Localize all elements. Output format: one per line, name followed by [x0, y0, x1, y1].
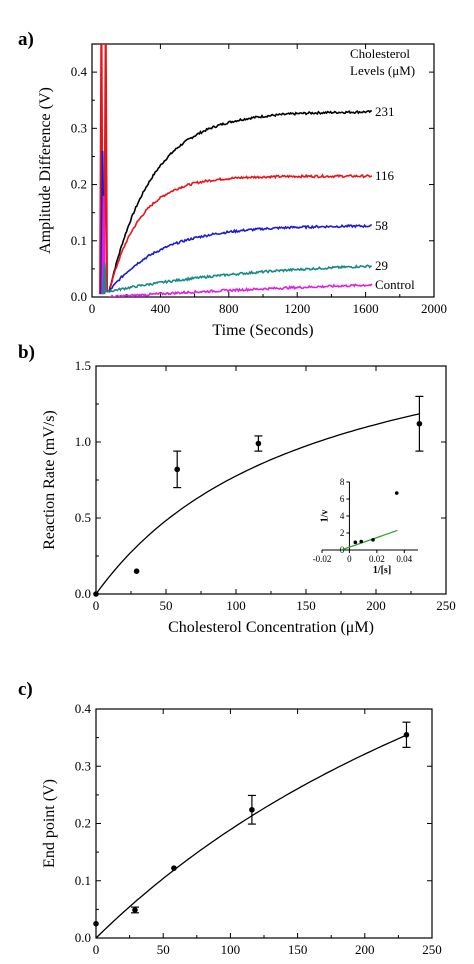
plot-frame [95, 365, 447, 595]
series-label-116: 116 [375, 168, 395, 183]
x-tick-label: 200 [355, 942, 375, 957]
y-axis-label: Amplitude Difference (V) [37, 87, 54, 254]
data-point-3 [174, 466, 180, 473]
x-tick-label: 1200 [284, 301, 310, 316]
series-label-58: 58 [375, 218, 388, 233]
data-point-5 [416, 420, 423, 427]
panel-letter: b) [18, 342, 35, 363]
x-tick-label: 200 [366, 598, 386, 613]
inset-fit-line [341, 529, 398, 551]
series-label-control: Control [375, 277, 415, 292]
inset-y-tick-label: 6 [340, 494, 345, 504]
inset-y-tick-label: 4 [340, 511, 345, 521]
panel-1: 0 400 800 1200 1600 2000 0.0 0.1 0.2 0.3 0.4 Time (… [18, 29, 447, 339]
x-tick-label: 100 [226, 598, 246, 613]
x-tick-label: 0 [89, 301, 96, 316]
series-lines [99, 44, 373, 297]
y-tick-label: 0.0 [71, 289, 87, 304]
inset-x-tick-label: 0.02 [369, 554, 385, 564]
inset-y-label: 1/v [319, 510, 330, 523]
x-tick-label: 400 [151, 301, 171, 316]
series-line-control [108, 283, 373, 297]
panel-2: 0 50 100 150 200 250 0.0 0.5 1.0 1.5 Cholesterol C… [18, 342, 456, 636]
y-axis-label: End point (V) [41, 779, 58, 868]
data-point-1 [93, 591, 99, 597]
y-tick-label: 0.4 [71, 64, 88, 79]
x-tick-label: 100 [221, 942, 241, 957]
panel-3: 0501001502002500.00.10.20.30.4Concentrat… [18, 679, 442, 964]
x-tick-label: 800 [219, 301, 239, 316]
injection-spike [102, 263, 110, 295]
y-tick-label: 0.1 [71, 233, 87, 248]
x-tick-label: 250 [436, 598, 456, 613]
x-tick-label: 50 [160, 598, 173, 613]
y-tick-label: 0.4 [75, 701, 92, 716]
series-label-231: 231 [375, 104, 395, 119]
y-tick-label: 0.2 [71, 177, 87, 192]
series-line-58 [108, 223, 372, 292]
y-tick-label: 0.2 [75, 816, 91, 831]
data-point-2 [133, 568, 140, 574]
inset-point-1 [353, 540, 358, 545]
legend-title-line2: Levels (μM) [350, 63, 415, 78]
y-tick-label: 1.5 [75, 358, 91, 373]
panel-letter: c) [18, 679, 33, 700]
inset-y-tick-label: 2 [340, 528, 345, 538]
y-tick-label: 0.1 [75, 873, 91, 888]
panel-letter: a) [18, 29, 34, 50]
x-tick-label: 50 [157, 942, 170, 957]
data-point-3 [171, 865, 177, 871]
fit-curve [95, 734, 407, 939]
x-axis-label: Cholesterol Concentration (μM) [168, 619, 374, 636]
x-tick-label: 1600 [353, 301, 379, 316]
x-axis-label: Time (Seconds) [212, 322, 313, 339]
data-point-4 [249, 806, 255, 813]
inset-x-label: 1/[s] [373, 565, 391, 576]
legend-title-line1: Cholesterol [350, 46, 410, 61]
inset-point-3 [371, 538, 375, 542]
y-tick-label: 0.5 [75, 510, 91, 525]
x-tick-label: 0 [93, 598, 100, 613]
x-tick-label: 2000 [421, 301, 447, 316]
y-tick-label: 0.0 [75, 586, 91, 601]
inset-point-4 [394, 491, 399, 495]
inset-x-tick-label: 0.04 [396, 554, 412, 564]
series-line-116 [108, 173, 373, 292]
x-tick-label: 250 [422, 942, 442, 957]
x-tick-label: 150 [288, 942, 308, 957]
y-tick-label: 1.0 [75, 434, 91, 449]
data-point-1 [93, 920, 99, 927]
series-label-29: 29 [375, 258, 388, 273]
inset-x-tick-label: -0.02 [313, 554, 332, 564]
data-point-5 [403, 731, 410, 738]
inset-y-tick-label: 8 [340, 477, 345, 487]
y-tick-label: 0.0 [75, 930, 91, 945]
y-tick-label: 0.3 [71, 120, 87, 135]
series-line-231 [108, 109, 373, 292]
data-point-2 [132, 907, 138, 913]
series-line-29 [108, 264, 372, 294]
x-tick-label: 150 [296, 598, 316, 613]
data-point-4 [255, 440, 262, 447]
y-tick-label: 0.3 [75, 758, 91, 773]
inset-x-tick-label: 0 [347, 554, 352, 564]
inset-point-2 [359, 539, 364, 544]
fit-curve [95, 413, 420, 595]
plot-frame [95, 708, 433, 939]
x-tick-label: 0 [93, 942, 100, 957]
y-axis-label: Reaction Rate (mV/s) [41, 410, 58, 550]
